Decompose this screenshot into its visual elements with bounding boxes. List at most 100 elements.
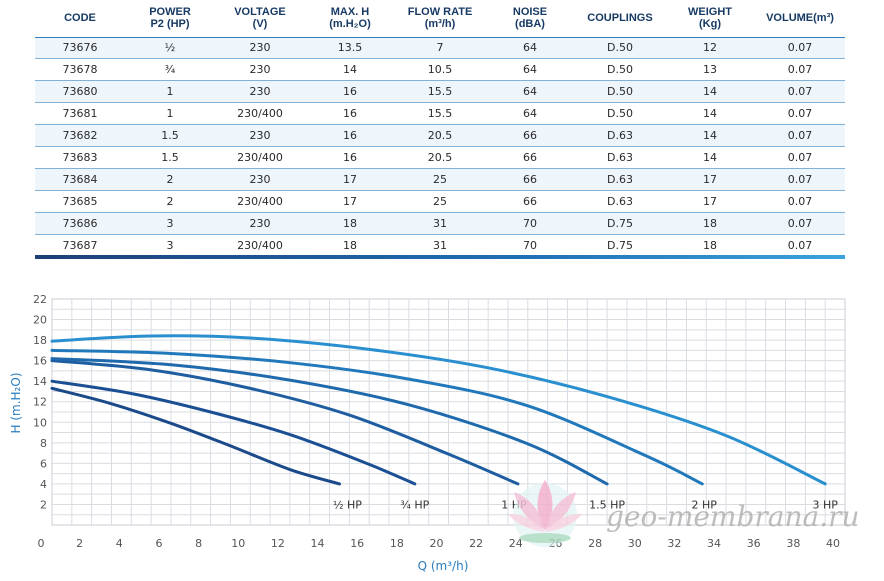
column-header: VOLTAGE (V) — [234, 6, 286, 31]
table-cell: 17 — [665, 189, 755, 213]
table-cell: 230 — [215, 80, 305, 103]
table-cell: D.50 — [575, 102, 665, 125]
table-cell: D.63 — [575, 167, 665, 191]
y-tick-label: 22 — [33, 293, 47, 306]
table-cell: D.50 — [575, 36, 665, 59]
table-row: 73687 3 230/400 18 31 70 D.75 18 0.07 — [35, 233, 845, 256]
chart-ticks: 0246810121416182022242628303234363840246… — [33, 293, 840, 550]
table-cell: 2 — [125, 167, 215, 191]
table-cell: 1 — [125, 102, 215, 125]
y-tick-label: 8 — [40, 437, 47, 450]
table-cell: 2 — [125, 189, 215, 213]
table-cell: 66 — [485, 167, 575, 191]
table-row: 73686 3 230 18 31 70 D.75 18 0.07 — [35, 211, 845, 235]
table-cell: 0.07 — [755, 124, 845, 147]
table-cell: 0.07 — [755, 36, 845, 59]
y-tick-label: 14 — [33, 375, 47, 388]
y-tick-label: 20 — [33, 314, 47, 327]
table-cell: 25 — [395, 189, 485, 213]
x-tick-label: 30 — [628, 537, 642, 550]
table-cell: 0.07 — [755, 189, 845, 213]
x-tick-label: 38 — [786, 537, 800, 550]
curve-4 — [50, 357, 609, 486]
table-cell: 13.5 — [305, 36, 395, 59]
column-header: POWER P2 (HP) — [149, 6, 191, 31]
table-cell: 0.07 — [755, 58, 845, 81]
column-header: NOISE (dBA) — [512, 6, 548, 31]
table-cell: D.75 — [575, 211, 665, 235]
table-cell: 1.5 — [125, 145, 215, 169]
column-header: MAX. H (m.H₂O) — [329, 6, 371, 31]
table-cell: 16 — [305, 124, 395, 147]
table-row: 73684 2 230 17 25 66 D.63 17 0.07 — [35, 167, 845, 191]
x-tick-label: 20 — [430, 537, 444, 550]
table-row: 73683 1.5 230/400 16 20.5 66 D.63 14 0.07 — [35, 145, 845, 169]
table-cell: 7 — [395, 36, 485, 59]
table-body: 73676 ½ 230 13.5 7 64 D.50 12 0.07 73678 ¾ 230 14 10.… — [35, 36, 845, 256]
table-cell: 15.5 — [395, 102, 485, 125]
table-cell: 64 — [485, 58, 575, 81]
table-cell: 230/400 — [215, 102, 305, 125]
curve-label: 3 HP — [812, 499, 838, 512]
table-cell: 230/400 — [215, 189, 305, 213]
table-cell: 14 — [305, 58, 395, 81]
chart-curves — [50, 334, 827, 486]
table-cell: 70 — [485, 211, 575, 235]
spec-table: CODE POWER P2 (HP) VOLTAGE (V) MAX. H (m.H₂… — [35, 0, 845, 256]
table-cell: 18 — [305, 233, 395, 256]
table-cell: 64 — [485, 80, 575, 103]
curve-1 — [50, 386, 341, 486]
y-tick-label: 10 — [33, 416, 47, 429]
x-tick-label: 12 — [271, 537, 285, 550]
x-tick-label: 4 — [116, 537, 123, 550]
table-cell: 230 — [215, 167, 305, 191]
x-tick-label: 10 — [231, 537, 245, 550]
table-cell: 73680 — [35, 80, 125, 103]
table-cell: 0.07 — [755, 80, 845, 103]
table-cell: 25 — [395, 167, 485, 191]
x-tick-label: 22 — [469, 537, 483, 550]
watermark-text: geo-membrana.ru — [606, 500, 860, 533]
table-cell: D.63 — [575, 124, 665, 147]
table-cell: 0.07 — [755, 167, 845, 191]
curve-3 — [50, 359, 520, 486]
column-header: FLOW RATE (m³/h) — [407, 6, 473, 31]
table-cell: 64 — [485, 36, 575, 59]
table-row: 73680 1 230 16 15.5 64 D.50 14 0.07 — [35, 80, 845, 103]
curve-6 — [50, 334, 827, 486]
table-cell: 16 — [305, 80, 395, 103]
table-cell: 31 — [395, 233, 485, 256]
table-cell: D.63 — [575, 145, 665, 169]
table-cell: 18 — [305, 211, 395, 235]
curve-2 — [50, 379, 417, 486]
y-tick-label: 16 — [33, 355, 47, 368]
curve-5 — [50, 348, 704, 486]
table-cell: 73686 — [35, 211, 125, 235]
table-cell: 0.07 — [755, 145, 845, 169]
table-cell: 73687 — [35, 233, 125, 256]
table-cell: D.50 — [575, 80, 665, 103]
table-cell: 12 — [665, 36, 755, 59]
table-cell: 17 — [305, 167, 395, 191]
table-cell: 230 — [215, 36, 305, 59]
x-tick-label: 32 — [667, 537, 681, 550]
x-tick-label: 18 — [390, 537, 404, 550]
table-cell: 18 — [665, 233, 755, 256]
y-tick-label: 12 — [33, 396, 47, 409]
table-cell: 17 — [665, 167, 755, 191]
table-cell: D.75 — [575, 233, 665, 256]
x-tick-label: 36 — [747, 537, 761, 550]
y-tick-label: 6 — [40, 457, 47, 470]
table-cell: 14 — [665, 124, 755, 147]
table-cell: 3 — [125, 233, 215, 256]
table-cell: 14 — [665, 80, 755, 103]
table-cell: 73684 — [35, 167, 125, 191]
table-cell: 66 — [485, 189, 575, 213]
x-tick-label: 40 — [826, 537, 840, 550]
table-cell: 73676 — [35, 36, 125, 59]
lotus-icon — [508, 480, 582, 547]
y-axis-title: H (m.H₂O) — [9, 373, 23, 434]
table-cell: 66 — [485, 124, 575, 147]
table-cell: 31 — [395, 211, 485, 235]
table-cell: 13 — [665, 58, 755, 81]
